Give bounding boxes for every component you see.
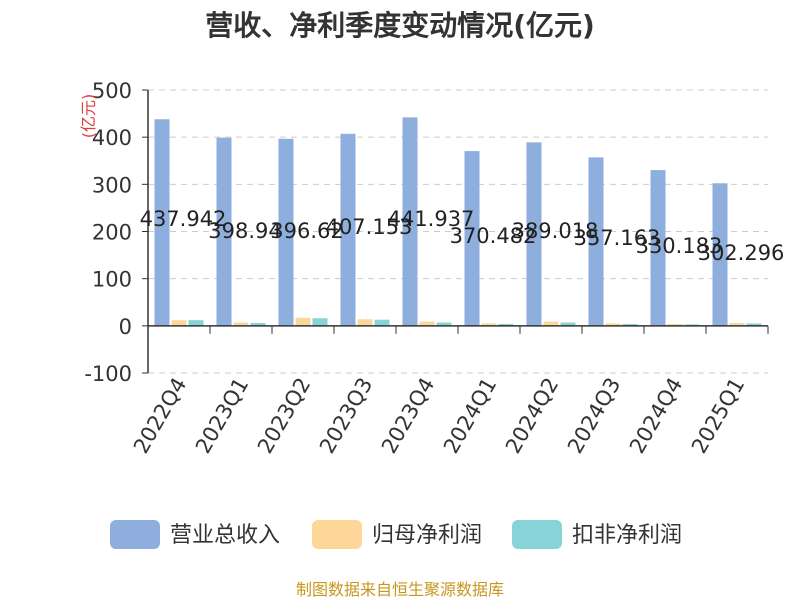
bar <box>481 323 497 326</box>
bar <box>498 323 514 326</box>
bar <box>188 320 204 326</box>
x-tick-label: 2025Q1 <box>687 374 749 458</box>
bar <box>154 119 170 326</box>
bar <box>667 323 683 326</box>
bar <box>605 323 621 326</box>
bar <box>560 322 576 326</box>
x-tick-label: 2024Q2 <box>501 374 563 458</box>
bar <box>419 321 435 326</box>
bar <box>729 323 745 326</box>
x-tick-label: 2023Q4 <box>377 374 439 458</box>
bar <box>312 318 328 326</box>
legend-swatch <box>110 520 160 549</box>
x-tick-label: 2023Q3 <box>315 374 377 458</box>
bar <box>464 151 480 326</box>
bar <box>712 183 728 326</box>
legend-label: 归母净利润 <box>372 523 482 548</box>
x-tick-label: 2024Q1 <box>439 374 501 458</box>
bars <box>154 117 762 326</box>
legend: 营业总收入 归母净利润 扣非净利润 <box>110 520 682 549</box>
bar-value-label: 389.018 <box>512 219 599 243</box>
bar-value-label: 398.94 <box>208 219 281 243</box>
y-tick-label: 300 <box>92 173 132 197</box>
bar-value-label: 302.296 <box>698 241 785 265</box>
bar <box>436 322 452 326</box>
bar <box>233 322 249 326</box>
legend-swatch <box>312 520 362 549</box>
data-source-note: 制图数据来自恒生聚源数据库 <box>295 580 504 599</box>
bar <box>374 319 390 326</box>
y-tick-label: 500 <box>92 79 132 103</box>
bar-value-label: 396.62 <box>270 219 343 243</box>
bar <box>588 157 604 326</box>
y-tick-label: 100 <box>92 268 132 292</box>
bar <box>746 323 762 326</box>
y-axis-unit-label: (亿元) <box>79 94 98 139</box>
y-tick-label: -100 <box>84 362 132 386</box>
x-tick-label: 2024Q3 <box>563 374 625 458</box>
bar-value-label: 441.937 <box>388 207 475 231</box>
bar <box>402 117 418 326</box>
x-tick-label: 2024Q4 <box>625 374 687 458</box>
bar <box>250 323 266 326</box>
bar-value-label: 357.163 <box>574 226 661 250</box>
bar <box>171 320 187 326</box>
bar <box>340 133 356 326</box>
x-tick-label: 2022Q4 <box>129 374 191 458</box>
bar <box>295 317 311 326</box>
grid-lines <box>148 89 768 374</box>
bar <box>650 170 666 326</box>
axes <box>142 89 769 374</box>
bar-value-label: 437.942 <box>140 207 227 231</box>
bar <box>216 137 232 326</box>
chart-title: 营收、净利季度变动情况(亿元) <box>205 9 595 42</box>
bar-value-label: 330.183 <box>636 234 723 258</box>
bar <box>622 323 638 326</box>
y-tick-label: 200 <box>92 221 132 245</box>
x-tick-label: 2023Q2 <box>253 374 315 458</box>
x-tick-label: 2023Q1 <box>191 374 253 458</box>
bar <box>278 138 294 326</box>
bar <box>543 321 559 326</box>
y-tick-label: 0 <box>119 315 132 339</box>
y-tick-label: 400 <box>92 126 132 150</box>
data-labels: 437.942398.94396.62407.153441.937370.482… <box>140 207 785 265</box>
legend-swatch <box>512 520 562 549</box>
bar-value-label: 407.153 <box>326 215 413 239</box>
legend-label: 营业总收入 <box>170 523 280 548</box>
bar-value-label: 370.482 <box>450 224 537 248</box>
legend-label: 扣非净利润 <box>572 523 682 548</box>
bar <box>526 142 542 326</box>
bar <box>357 319 373 326</box>
